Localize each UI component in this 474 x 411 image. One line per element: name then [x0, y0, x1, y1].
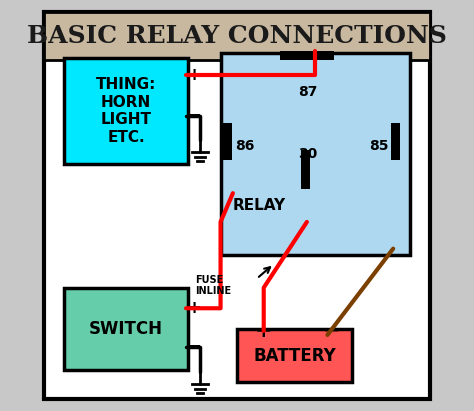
Text: −: −	[186, 107, 201, 125]
Bar	[64, 58, 188, 164]
Bar	[44, 12, 430, 60]
Bar	[64, 288, 188, 370]
Bar	[391, 123, 400, 160]
Text: −: −	[323, 321, 340, 341]
Text: SWITCH: SWITCH	[89, 320, 163, 338]
Text: BATTERY: BATTERY	[253, 346, 336, 365]
Text: FUSE
INLINE: FUSE INLINE	[195, 275, 231, 296]
Text: −: −	[186, 338, 201, 356]
Text: BASIC RELAY CONNECTIONS: BASIC RELAY CONNECTIONS	[27, 24, 447, 48]
Text: +: +	[255, 321, 273, 341]
Text: 86: 86	[236, 139, 255, 153]
Text: 87: 87	[298, 85, 318, 99]
Bar	[280, 51, 334, 60]
Text: +: +	[186, 299, 201, 317]
Text: 85: 85	[369, 139, 389, 153]
Text: THING:
HORN
LIGHT
ETC.: THING: HORN LIGHT ETC.	[96, 77, 156, 145]
Bar	[223, 123, 232, 160]
Text: +: +	[186, 66, 201, 84]
Text: 30: 30	[298, 147, 317, 161]
Bar	[301, 150, 310, 189]
Bar	[237, 329, 352, 382]
Text: RELAY: RELAY	[233, 198, 286, 213]
Bar	[220, 53, 410, 255]
